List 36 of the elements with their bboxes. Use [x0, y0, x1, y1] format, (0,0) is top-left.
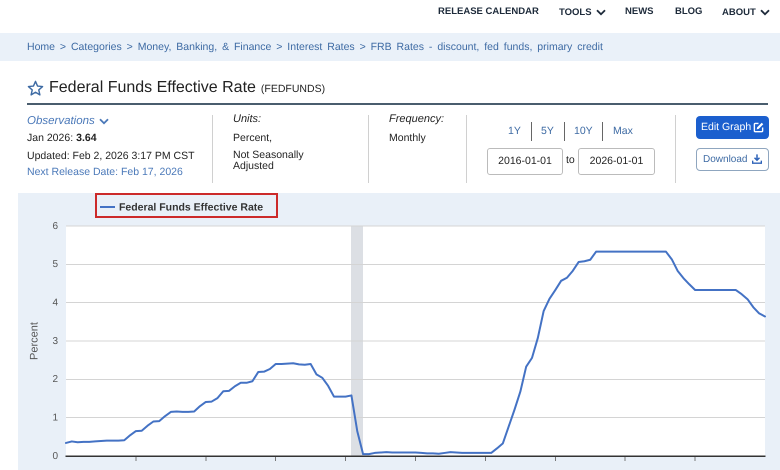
chart-subtitle: (FEDFUNDS)	[260, 83, 326, 96]
y-tick-label: 2	[52, 374, 58, 386]
y-tick-label: 5	[52, 259, 58, 270]
text: Not Seasonally Adjusted	[233, 149, 305, 172]
y-tick-label: 0	[52, 450, 58, 462]
text: RELEASE CALENDAR	[438, 6, 539, 18]
text: to	[566, 154, 575, 166]
text: 10Y	[574, 124, 593, 138]
text: NEWS	[625, 6, 654, 18]
text: Frequency:	[389, 113, 444, 127]
text: BLOG	[675, 6, 702, 18]
text: Jan 2026:	[27, 132, 74, 144]
outlined-button: Download	[696, 148, 769, 171]
text: Updated: Feb 2, 2026 3:17 PM CST	[27, 150, 195, 162]
legend-label: Federal Funds Effective Rate	[119, 201, 264, 214]
y-tick-label: 4	[52, 297, 58, 308]
y-tick-label: 6	[52, 220, 58, 232]
date-field: 2026-01-01	[578, 148, 655, 175]
text: TOOLS	[559, 6, 592, 18]
text: Observations	[27, 115, 95, 127]
y-axis-title: Percent	[28, 322, 41, 360]
chart-title: Federal Funds Effective Rate	[49, 78, 256, 98]
text: 3.64	[76, 132, 97, 144]
text: Percent,	[233, 132, 272, 144]
text: 5Y	[541, 124, 554, 138]
text: Max	[613, 124, 633, 138]
text: Home > Categories > Money, Banking, & Finance > Interest Rates > FRB Rates - discount, fed funds, primary credit	[27, 40, 603, 54]
y-tick-label: 1	[52, 412, 58, 424]
filled-button: Edit Graph	[696, 116, 769, 139]
text: Next Release Date: Feb 17, 2026	[27, 166, 183, 178]
y-tick-label: 3	[52, 336, 58, 347]
text: 1Y	[508, 124, 521, 138]
date-field: 2016-01-01	[487, 148, 563, 175]
text: ABOUT	[722, 6, 756, 18]
text: Monthly	[389, 132, 426, 144]
text: Units:	[233, 113, 262, 127]
